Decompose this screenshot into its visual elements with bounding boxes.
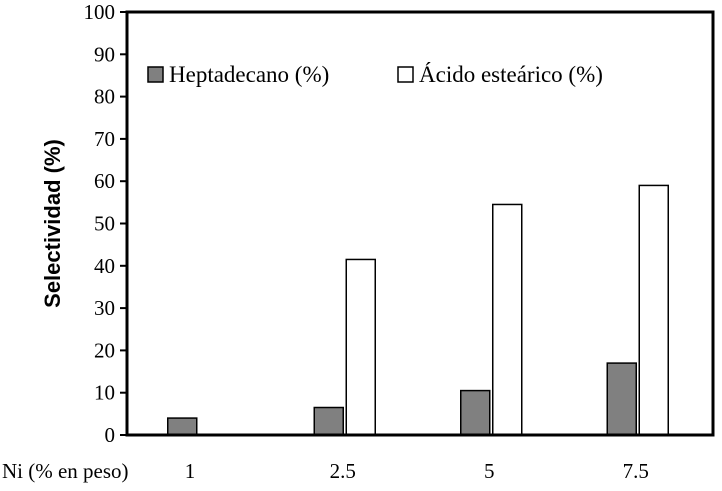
y-axis-ticks: 0 10 20 30 40 50 60 70 80 90 100 — [84, 0, 127, 447]
x-tick-label: 2.5 — [330, 459, 356, 483]
y-axis-title: Selectividad (%) — [40, 139, 65, 308]
y-tick-label: 70 — [94, 127, 115, 151]
legend-swatch-0 — [147, 66, 164, 83]
y-tick-label: 10 — [94, 381, 115, 405]
x-tick-label: 1 — [185, 459, 196, 483]
y-tick-label: 40 — [94, 254, 115, 278]
x-axis-title: Ni (% en peso) — [2, 459, 129, 483]
y-tick-label: 90 — [94, 42, 115, 66]
bars — [167, 184, 669, 436]
bar-heptadecano-7.5 — [606, 362, 637, 436]
y-tick-label: 0 — [105, 423, 116, 447]
bar-heptadecano-5 — [460, 389, 491, 436]
bar-acido-estearico-5 — [492, 203, 523, 436]
y-tick-label: 50 — [94, 212, 115, 236]
bar-acido-estearico-7.5 — [638, 184, 669, 436]
y-tick-label: 20 — [94, 338, 115, 362]
legend-label-0: Heptadecano (%) — [169, 62, 329, 87]
y-tick-label: 80 — [94, 85, 115, 109]
legend: Heptadecano (%) Ácido esteárico (%) — [147, 62, 603, 87]
y-tick-label: 100 — [84, 0, 116, 24]
bar-heptadecano-2.5 — [313, 406, 344, 436]
y-tick-label: 30 — [94, 296, 115, 320]
bar-heptadecano-1 — [167, 417, 198, 436]
y-tick-label: 60 — [94, 169, 115, 193]
legend-label-1: Ácido esteárico (%) — [419, 62, 603, 87]
plot-frame — [125, 10, 715, 437]
x-tick-label: 7.5 — [623, 459, 649, 483]
x-tick-label: 5 — [484, 459, 495, 483]
bar-acido-estearico-2.5 — [345, 258, 376, 436]
x-axis-labels: 1 2.5 5 7.5 — [185, 459, 649, 483]
legend-swatch-1 — [397, 66, 414, 83]
